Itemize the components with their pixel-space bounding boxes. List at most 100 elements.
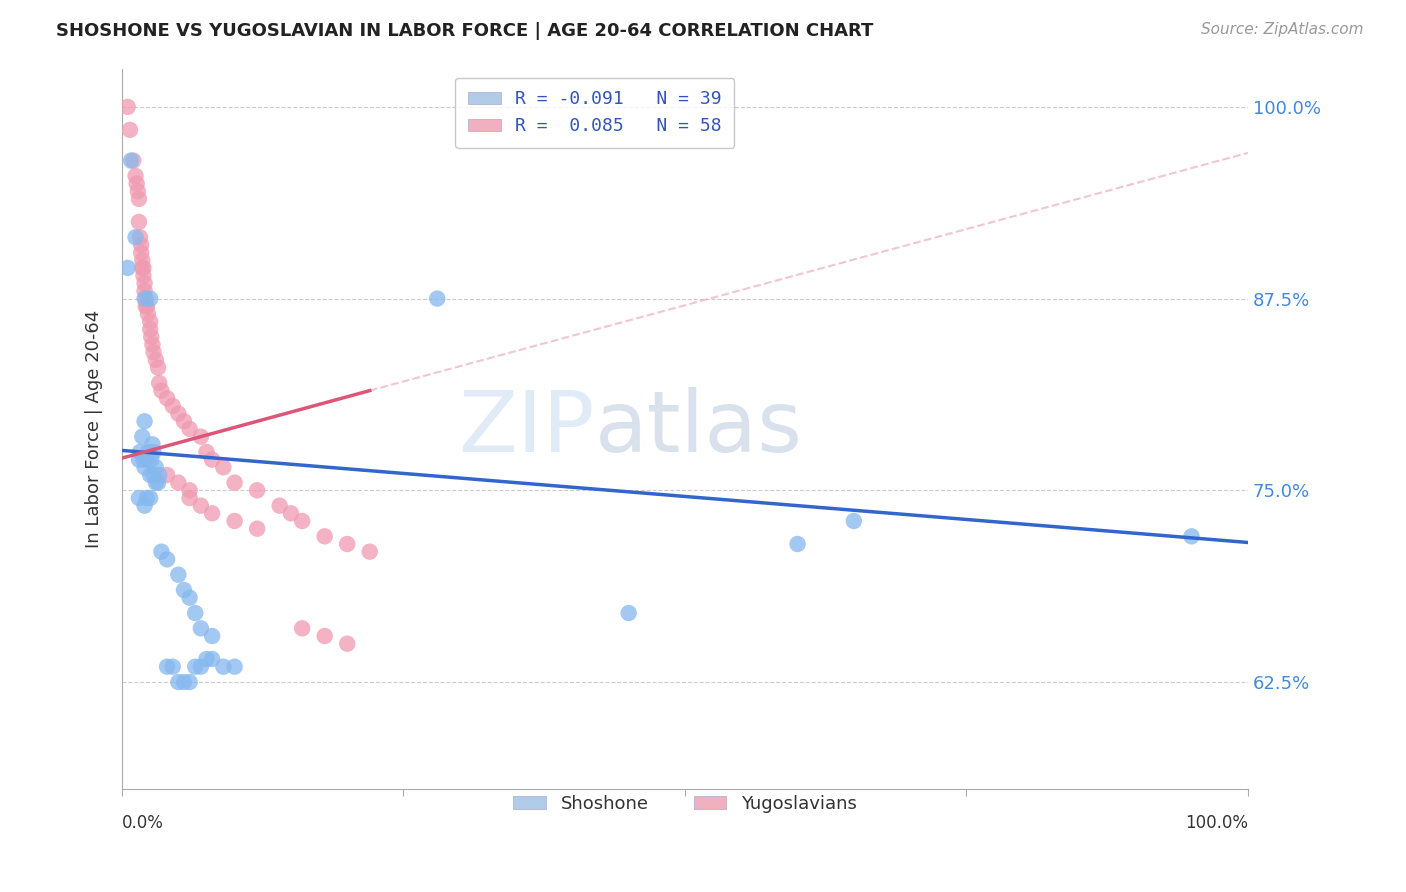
Point	[224, 514, 246, 528]
Point	[167, 675, 190, 690]
Point	[150, 384, 173, 398]
Point	[131, 260, 153, 275]
Point	[167, 475, 190, 490]
Point	[145, 475, 167, 490]
Point	[125, 177, 148, 191]
Point	[179, 422, 201, 436]
Text: 0.0%: 0.0%	[122, 814, 165, 832]
Point	[195, 652, 218, 666]
Point	[426, 292, 449, 306]
Point	[201, 629, 224, 643]
Point	[134, 499, 156, 513]
Point	[135, 299, 157, 313]
Point	[129, 238, 152, 252]
Point	[195, 445, 218, 459]
Point	[134, 277, 156, 291]
Point	[135, 299, 157, 313]
Point	[117, 260, 139, 275]
Point	[124, 169, 146, 183]
Point	[117, 100, 139, 114]
Point	[190, 429, 212, 443]
Point	[173, 582, 195, 597]
Point	[179, 491, 201, 505]
Point	[291, 621, 314, 635]
Point	[135, 292, 157, 306]
Point	[167, 567, 190, 582]
Point	[156, 392, 179, 406]
Point	[134, 414, 156, 428]
Point	[190, 659, 212, 673]
Point	[291, 514, 314, 528]
Point	[201, 452, 224, 467]
Point	[139, 467, 162, 482]
Point	[118, 123, 141, 137]
Text: atlas: atlas	[595, 387, 803, 470]
Point	[142, 345, 165, 359]
Point	[212, 460, 235, 475]
Point	[173, 675, 195, 690]
Point	[129, 230, 152, 244]
Point	[269, 499, 291, 513]
Point	[146, 475, 169, 490]
Point	[224, 475, 246, 490]
Point	[128, 452, 150, 467]
Point	[336, 537, 359, 551]
Point	[139, 322, 162, 336]
Text: Source: ZipAtlas.com: Source: ZipAtlas.com	[1201, 22, 1364, 37]
Point	[314, 529, 336, 543]
Point	[162, 659, 184, 673]
Point	[142, 467, 165, 482]
Point	[134, 292, 156, 306]
Point	[132, 452, 155, 467]
Point	[336, 637, 359, 651]
Point	[179, 483, 201, 498]
Text: 100.0%: 100.0%	[1185, 814, 1249, 832]
Point	[786, 537, 808, 551]
Point	[145, 460, 167, 475]
Point	[134, 284, 156, 298]
Point	[142, 445, 165, 459]
Point	[179, 591, 201, 605]
Point	[141, 452, 163, 467]
Point	[1180, 529, 1202, 543]
Point	[129, 245, 152, 260]
Point	[135, 491, 157, 505]
Point	[132, 268, 155, 283]
Point	[617, 606, 640, 620]
Point	[141, 337, 163, 351]
Point	[201, 506, 224, 520]
Point	[162, 399, 184, 413]
Point	[184, 606, 207, 620]
Point	[156, 552, 179, 566]
Point	[129, 445, 152, 459]
Point	[148, 376, 170, 390]
Legend: Shoshone, Yugoslavians: Shoshone, Yugoslavians	[506, 788, 863, 820]
Point	[842, 514, 865, 528]
Point	[156, 659, 179, 673]
Point	[179, 675, 201, 690]
Point	[246, 483, 269, 498]
Point	[184, 659, 207, 673]
Point	[212, 659, 235, 673]
Point	[134, 460, 156, 475]
Point	[145, 353, 167, 368]
Point	[131, 253, 153, 268]
Point	[132, 260, 155, 275]
Point	[122, 153, 145, 168]
Point	[224, 659, 246, 673]
Point	[120, 153, 142, 168]
Point	[280, 506, 302, 520]
Point	[128, 192, 150, 206]
Point	[141, 437, 163, 451]
Point	[131, 429, 153, 443]
Point	[135, 452, 157, 467]
Point	[148, 467, 170, 482]
Text: SHOSHONE VS YUGOSLAVIAN IN LABOR FORCE | AGE 20-64 CORRELATION CHART: SHOSHONE VS YUGOSLAVIAN IN LABOR FORCE |…	[56, 22, 873, 40]
Point	[124, 230, 146, 244]
Point	[136, 445, 159, 459]
Point	[173, 414, 195, 428]
Point	[136, 307, 159, 321]
Y-axis label: In Labor Force | Age 20-64: In Labor Force | Age 20-64	[86, 310, 103, 548]
Point	[359, 544, 381, 558]
Point	[314, 629, 336, 643]
